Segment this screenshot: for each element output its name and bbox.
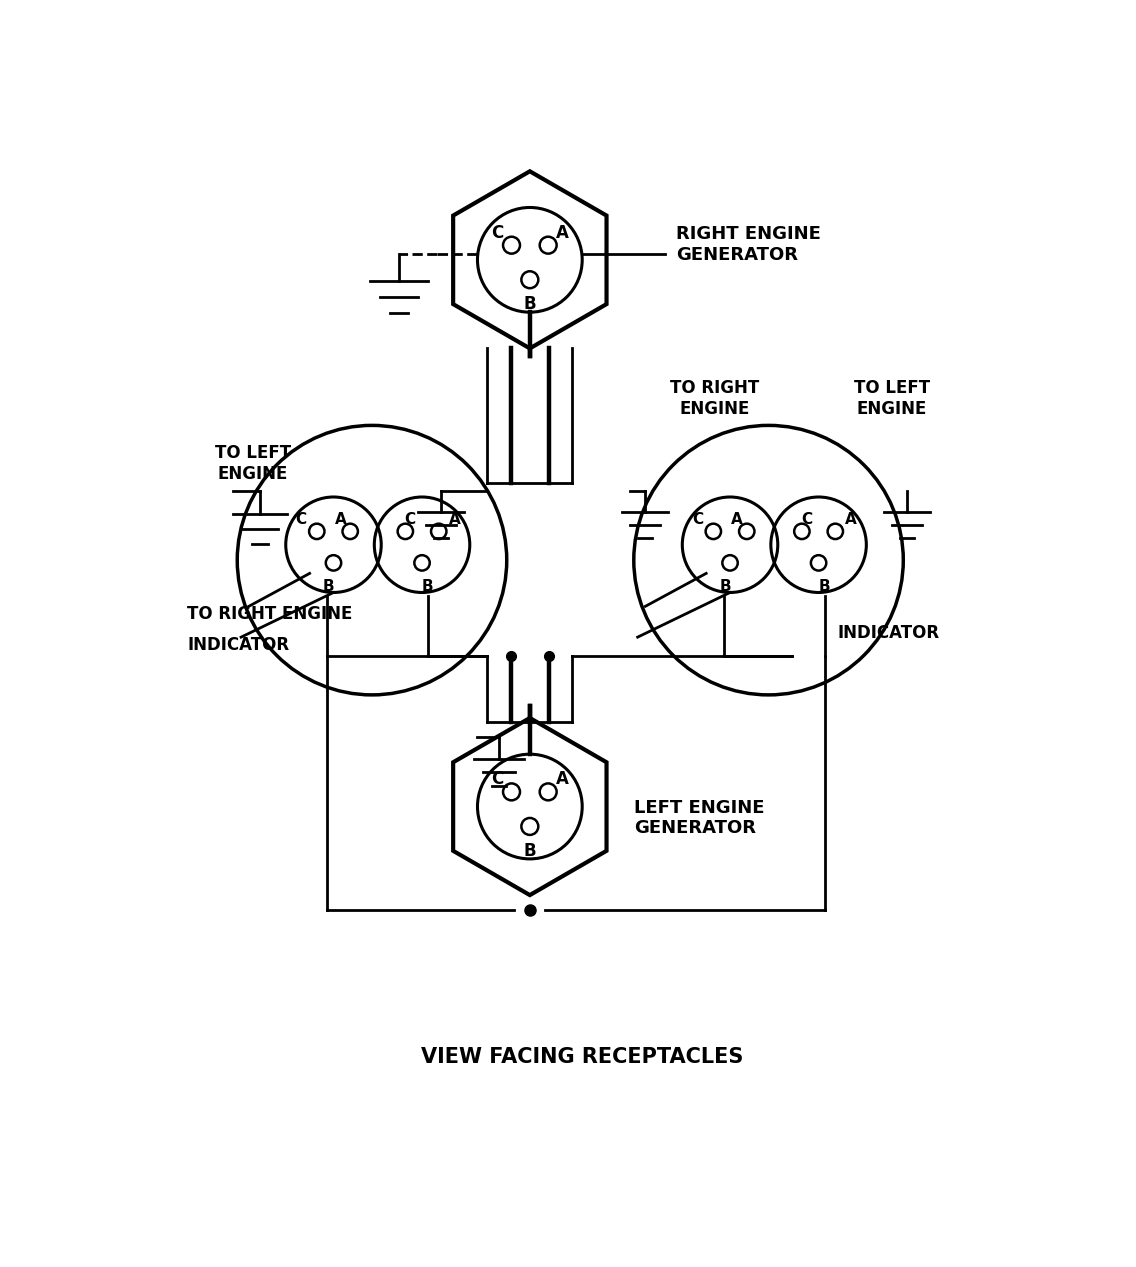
Text: A: A [556,223,569,242]
Text: A: A [845,512,857,527]
Text: C: C [491,223,503,242]
Text: A: A [449,512,460,527]
Text: LEFT ENGINE
GENERATOR: LEFT ENGINE GENERATOR [634,798,765,837]
Text: TO LEFT
ENGINE: TO LEFT ENGINE [215,445,291,483]
Text: INDICATOR: INDICATOR [187,636,290,654]
Text: B: B [323,579,334,594]
Text: A: A [732,512,743,527]
Text: C: C [404,512,416,527]
Text: B: B [524,295,536,313]
Text: A: A [335,512,346,527]
Text: A: A [556,770,569,788]
Text: C: C [491,770,503,788]
Text: C: C [801,512,812,527]
Text: VIEW FACING RECEPTACLES: VIEW FACING RECEPTACLES [421,1047,743,1067]
Text: C: C [295,512,307,527]
Text: C: C [692,512,703,527]
Text: RIGHT ENGINE
GENERATOR: RIGHT ENGINE GENERATOR [676,226,821,264]
Text: B: B [524,843,536,860]
Text: B: B [421,579,434,594]
Text: TO RIGHT
ENGINE: TO RIGHT ENGINE [670,379,759,418]
Text: B: B [719,579,732,594]
Text: INDICATOR: INDICATOR [838,625,939,642]
Text: B: B [819,579,830,594]
Text: TO RIGHT ENGINE: TO RIGHT ENGINE [187,606,352,623]
Text: TO LEFT
ENGINE: TO LEFT ENGINE [853,379,929,418]
